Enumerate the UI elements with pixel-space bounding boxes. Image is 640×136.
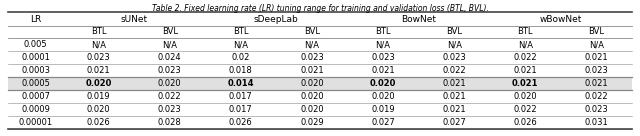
Text: 0.021: 0.021 xyxy=(442,92,466,101)
Text: 0.021: 0.021 xyxy=(371,66,395,75)
Text: 0.022: 0.022 xyxy=(158,92,182,101)
Text: sUNet: sUNet xyxy=(120,15,148,24)
Text: 0.027: 0.027 xyxy=(442,118,466,127)
Text: 0.023: 0.023 xyxy=(584,105,608,114)
Text: 0.022: 0.022 xyxy=(513,105,537,114)
Text: 0.020: 0.020 xyxy=(87,105,110,114)
Text: 0.005: 0.005 xyxy=(24,40,47,49)
Text: N/A: N/A xyxy=(447,40,461,49)
Text: 0.021: 0.021 xyxy=(442,105,466,114)
Text: 0.023: 0.023 xyxy=(584,66,608,75)
Text: 0.0001: 0.0001 xyxy=(21,53,50,62)
Text: 0.021: 0.021 xyxy=(300,66,324,75)
Text: 0.021: 0.021 xyxy=(584,79,608,88)
Text: BVL: BVL xyxy=(446,27,462,36)
Text: 0.019: 0.019 xyxy=(87,92,110,101)
Text: BTL: BTL xyxy=(375,27,391,36)
Text: 0.017: 0.017 xyxy=(229,92,253,101)
Text: 0.0009: 0.0009 xyxy=(21,105,50,114)
Text: 0.022: 0.022 xyxy=(584,92,608,101)
Text: 0.021: 0.021 xyxy=(584,53,608,62)
Text: 0.020: 0.020 xyxy=(300,79,324,88)
Text: LR: LR xyxy=(30,15,41,24)
Text: 0.0005: 0.0005 xyxy=(21,79,50,88)
Text: 0.0007: 0.0007 xyxy=(21,92,50,101)
Text: 0.020: 0.020 xyxy=(300,92,324,101)
Text: 0.022: 0.022 xyxy=(442,66,466,75)
Text: 0.020: 0.020 xyxy=(85,79,112,88)
Bar xyxy=(8,77,632,90)
Text: 0.0003: 0.0003 xyxy=(21,66,50,75)
Text: 0.020: 0.020 xyxy=(513,92,537,101)
Text: 0.020: 0.020 xyxy=(158,79,182,88)
Text: 0.021: 0.021 xyxy=(513,66,537,75)
Text: N/A: N/A xyxy=(162,40,177,49)
Text: 0.021: 0.021 xyxy=(87,66,110,75)
Text: 0.028: 0.028 xyxy=(158,118,182,127)
Text: BTL: BTL xyxy=(233,27,248,36)
Text: 0.023: 0.023 xyxy=(371,53,395,62)
Text: 0.026: 0.026 xyxy=(86,118,111,127)
Text: 0.023: 0.023 xyxy=(158,66,182,75)
Text: 0.00001: 0.00001 xyxy=(19,118,52,127)
Text: 0.02: 0.02 xyxy=(232,53,250,62)
Text: 0.029: 0.029 xyxy=(300,118,324,127)
Text: BTL: BTL xyxy=(91,27,106,36)
Text: BVL: BVL xyxy=(304,27,320,36)
Text: N/A: N/A xyxy=(589,40,604,49)
Text: BTL: BTL xyxy=(518,27,533,36)
Text: BowNet: BowNet xyxy=(401,15,436,24)
Text: N/A: N/A xyxy=(305,40,319,49)
Text: N/A: N/A xyxy=(91,40,106,49)
Text: 0.023: 0.023 xyxy=(158,105,182,114)
Text: N/A: N/A xyxy=(376,40,390,49)
Text: 0.026: 0.026 xyxy=(513,118,537,127)
Text: BVL: BVL xyxy=(588,27,604,36)
Text: 0.018: 0.018 xyxy=(229,66,253,75)
Text: 0.023: 0.023 xyxy=(86,53,111,62)
Text: 0.014: 0.014 xyxy=(228,79,254,88)
Text: 0.021: 0.021 xyxy=(442,79,466,88)
Text: 0.020: 0.020 xyxy=(300,105,324,114)
Text: 0.024: 0.024 xyxy=(158,53,182,62)
Text: 0.019: 0.019 xyxy=(371,105,395,114)
Text: wBowNet: wBowNet xyxy=(540,15,582,24)
Text: 0.022: 0.022 xyxy=(513,53,537,62)
Text: Table 2. Fixed learning rate (LR) tuning range for training and validation loss : Table 2. Fixed learning rate (LR) tuning… xyxy=(152,4,488,13)
Text: N/A: N/A xyxy=(234,40,248,49)
Text: 0.020: 0.020 xyxy=(370,79,396,88)
Text: N/A: N/A xyxy=(518,40,533,49)
Text: 0.017: 0.017 xyxy=(229,105,253,114)
Text: 0.020: 0.020 xyxy=(371,92,395,101)
Text: 0.023: 0.023 xyxy=(442,53,466,62)
Text: 0.027: 0.027 xyxy=(371,118,395,127)
Text: 0.031: 0.031 xyxy=(584,118,608,127)
Text: 0.023: 0.023 xyxy=(300,53,324,62)
Text: 0.021: 0.021 xyxy=(512,79,539,88)
Text: 0.026: 0.026 xyxy=(229,118,253,127)
Text: sDeepLab: sDeepLab xyxy=(254,15,299,24)
Text: BVL: BVL xyxy=(162,27,178,36)
